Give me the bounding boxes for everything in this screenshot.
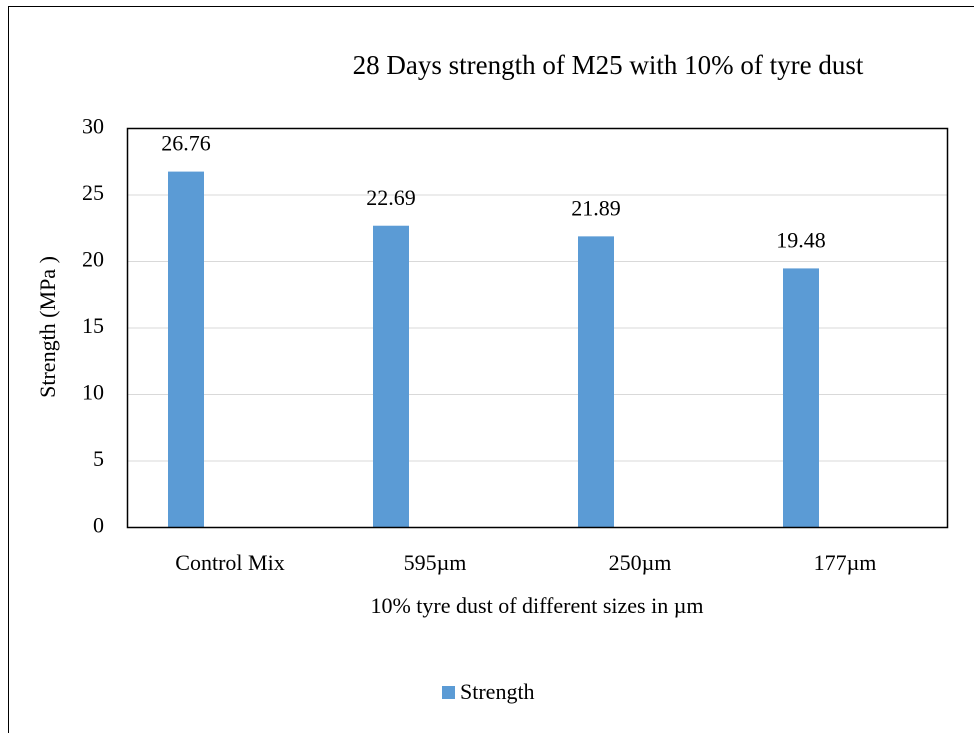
y-tick-label: 15 [82, 313, 104, 338]
y-tick-label: 10 [82, 380, 104, 405]
data-label: 19.48 [776, 227, 826, 252]
data-label: 21.89 [571, 195, 621, 220]
x-tick-label: 250µm [609, 550, 672, 575]
chart-title: 28 Days strength of M25 with 10% of tyre… [353, 50, 864, 80]
x-axis-label: 10% tyre dust of different sizes in µm [370, 593, 703, 618]
legend-label: Strength [460, 679, 535, 704]
x-tick-label: Control Mix [175, 550, 284, 575]
x-tick-label: 177µm [814, 550, 877, 575]
y-axis-label: Strength (MPa ) [35, 256, 60, 398]
data-label: 22.69 [366, 185, 416, 210]
bar [578, 236, 614, 528]
bar [168, 171, 204, 528]
x-tick-label: 595µm [404, 550, 467, 575]
y-tick-label: 20 [82, 247, 104, 272]
legend-swatch [442, 686, 455, 699]
plot-border [126, 127, 949, 529]
y-tick-label: 25 [82, 180, 104, 205]
data-label: 26.76 [161, 131, 211, 156]
chart-border [8, 6, 974, 733]
y-tick-label: 5 [93, 446, 104, 471]
bars [168, 171, 819, 528]
y-tick-label: 30 [82, 114, 104, 139]
y-tick-label: 0 [93, 513, 104, 538]
bar [783, 268, 819, 528]
bar [373, 225, 409, 528]
